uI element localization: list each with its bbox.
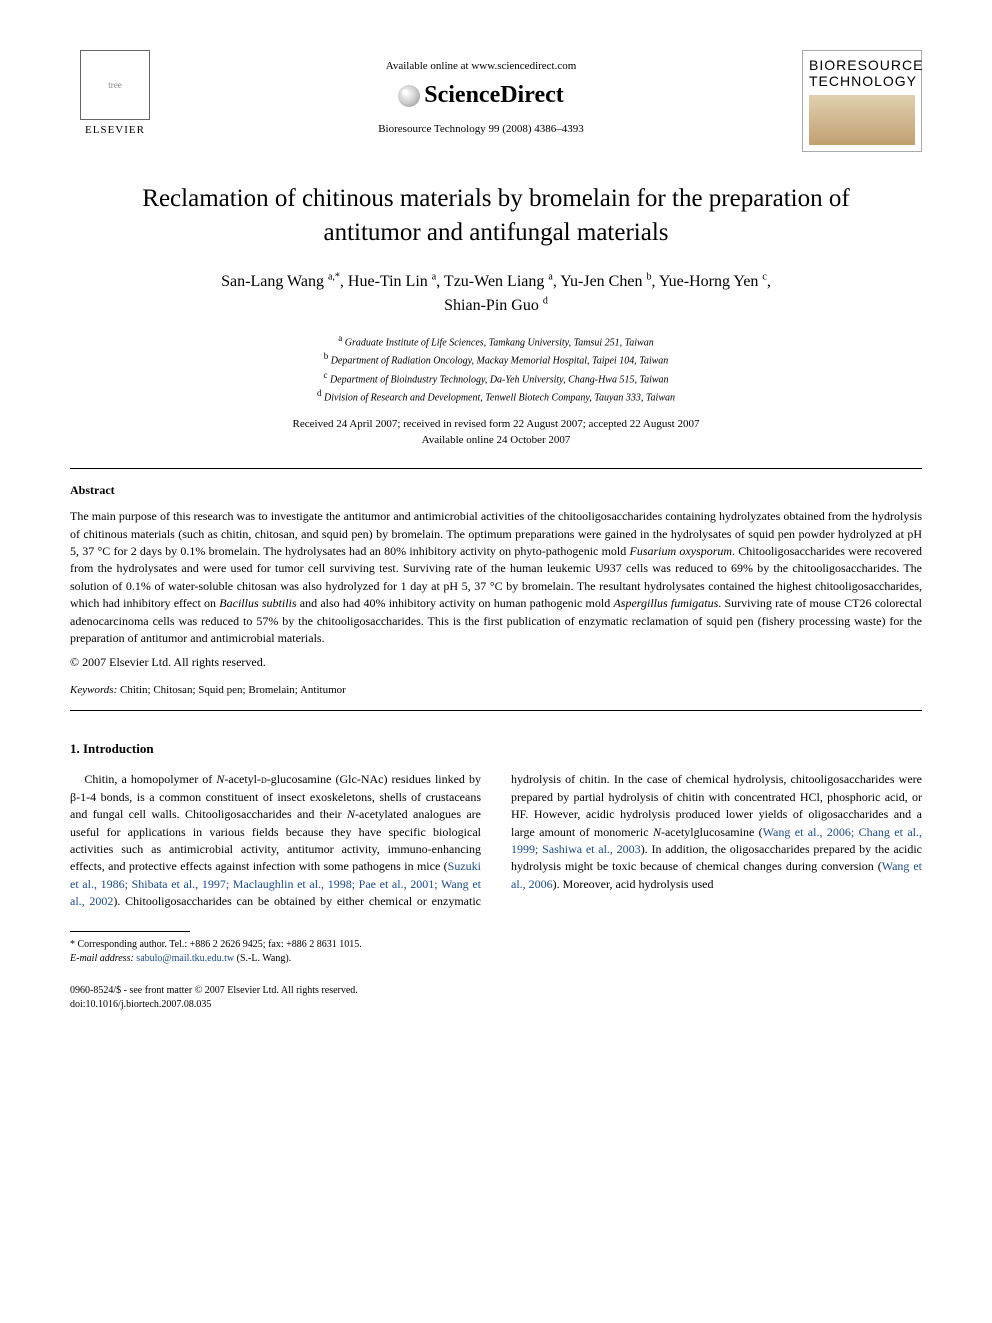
intro-paragraph: Chitin, a homopolymer of N-acetyl-d-gluc… [70,771,922,910]
corresponding-line-2: E-mail address: sabulo@mail.tku.edu.tw (… [70,952,922,966]
introduction-heading: 1. Introduction [70,741,922,757]
center-header: Available online at www.sciencedirect.co… [160,50,802,135]
rule-bottom [70,710,922,711]
affiliation-a: a Graduate Institute of Life Sciences, T… [70,332,922,350]
affiliation-c: c Department of Bioindustry Technology, … [70,369,922,387]
keywords-block: Keywords: Chitin; Chitosan; Squid pen; B… [70,684,922,696]
keywords-list: Chitin; Chitosan; Squid pen; Bromelain; … [120,684,346,696]
journal-cover-image [809,95,915,145]
email-label: E-mail address: [70,953,134,964]
online-line: Available online 24 October 2007 [70,433,922,448]
introduction-body: Chitin, a homopolymer of N-acetyl-d-gluc… [70,771,922,910]
elsevier-logo: tree ELSEVIER [70,50,160,136]
publisher-name: ELSEVIER [85,124,145,136]
sciencedirect-logo: ScienceDirect [160,82,802,109]
corresponding-email[interactable]: sabulo@mail.tku.edu.tw [136,953,234,964]
abstract-heading: Abstract [70,483,922,498]
article-dates: Received 24 April 2007; received in revi… [70,417,922,448]
rule-top [70,468,922,469]
keywords-label: Keywords: [70,684,117,696]
authors-line-1: San-Lang Wang a,*, Hue-Tin Lin a, Tzu-We… [221,273,771,290]
journal-cover: BIORESOURCE TECHNOLOGY [802,50,922,152]
affiliation-d: d Division of Research and Development, … [70,387,922,405]
authors-line-2: Shian-Pin Guo d [444,297,548,314]
affiliation-b: b Department of Radiation Oncology, Mack… [70,350,922,368]
publisher-header: tree ELSEVIER Available online at www.sc… [70,50,922,152]
corresponding-author: * Corresponding author. Tel.: +886 2 262… [70,938,922,966]
front-matter-line: 0960-8524/$ - see front matter © 2007 El… [70,984,922,998]
sciencedirect-icon [398,85,420,107]
journal-reference: Bioresource Technology 99 (2008) 4386–43… [160,123,802,135]
affiliations-block: a Graduate Institute of Life Sciences, T… [70,332,922,405]
platform-name: ScienceDirect [424,82,564,108]
page-footer: 0960-8524/$ - see front matter © 2007 El… [70,984,922,1012]
elsevier-tree-icon: tree [80,50,150,120]
available-online-text: Available online at www.sciencedirect.co… [160,60,802,72]
received-line: Received 24 April 2007; received in revi… [70,417,922,432]
journal-cover-title: BIORESOURCE TECHNOLOGY [809,57,915,89]
abstract-copyright: © 2007 Elsevier Ltd. All rights reserved… [70,655,922,670]
corresponding-suffix: (S.-L. Wang). [237,953,292,964]
abstract-body: The main purpose of this research was to… [70,508,922,647]
footnote-separator [70,931,190,932]
doi-line: doi:10.1016/j.biortech.2007.08.035 [70,998,922,1012]
corresponding-line-1: * Corresponding author. Tel.: +886 2 262… [70,938,922,952]
article-title: Reclamation of chitinous materials by br… [110,182,882,250]
authors-block: San-Lang Wang a,*, Hue-Tin Lin a, Tzu-We… [70,270,922,319]
